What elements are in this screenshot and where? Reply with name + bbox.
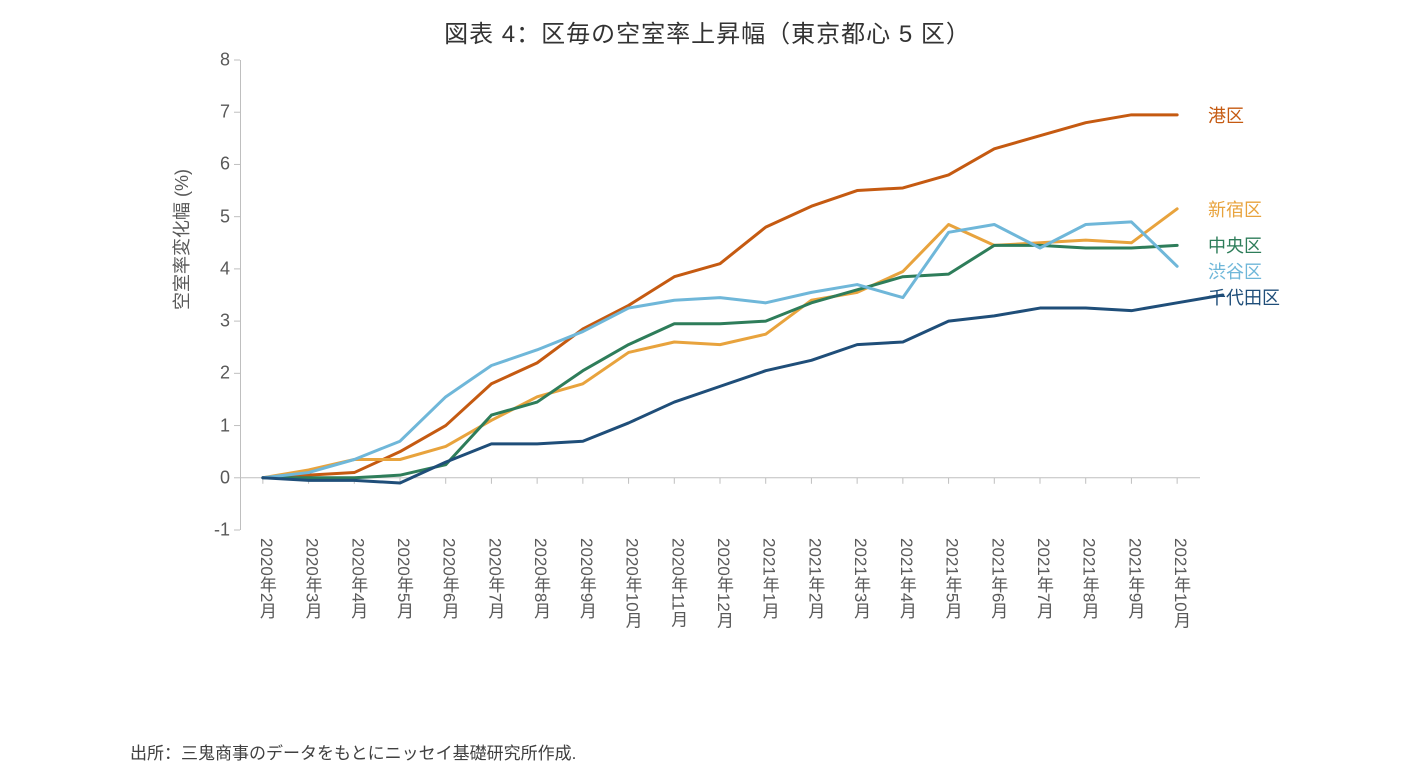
x-tick-label: 2020年6月: [437, 538, 462, 619]
plot-svg: [240, 60, 1200, 530]
x-tick-label: 2021年10月: [1168, 538, 1193, 629]
x-tick-label: 2021年7月: [1031, 538, 1056, 619]
x-tick-label: 2020年4月: [345, 538, 370, 619]
y-tick-label: 5: [200, 206, 230, 227]
y-tick-label: -1: [200, 520, 230, 541]
x-tick-label: 2020年3月: [300, 538, 325, 619]
x-tick-label: 2021年5月: [940, 538, 965, 619]
y-axis-label: 空室率変化幅 (%): [168, 169, 194, 310]
y-tick-label: 2: [200, 363, 230, 384]
x-tick-label: 2021年9月: [1122, 538, 1147, 619]
x-tick-label: 2021年4月: [894, 538, 919, 619]
series-label-渋谷区: 渋谷区: [1208, 258, 1262, 284]
x-tick-label: 2021年2月: [802, 538, 827, 619]
x-tick-label: 2020年2月: [254, 538, 279, 619]
y-tick-label: 1: [200, 415, 230, 436]
x-tick-label: 2021年6月: [985, 538, 1010, 619]
y-tick-label: 3: [200, 311, 230, 332]
x-tick-label: 2021年1月: [757, 538, 782, 619]
y-tick-label: 7: [200, 102, 230, 123]
y-tick-label: 0: [200, 467, 230, 488]
plot-area: -10123456782020年2月2020年3月2020年4月2020年5月2…: [240, 60, 1200, 530]
x-tick-label: 2020年8月: [528, 538, 553, 619]
x-tick-label: 2020年7月: [482, 538, 507, 619]
y-tick-label: 6: [200, 154, 230, 175]
series-label-中央区: 中央区: [1208, 232, 1262, 258]
chart-title: 図表 4：区毎の空室率上昇幅（東京都心 5 区）: [0, 14, 1415, 49]
x-tick-label: 2020年5月: [391, 538, 416, 619]
source-note: 出所：三鬼商事のデータをもとにニッセイ基礎研究所作成.: [130, 739, 576, 764]
y-tick-label: 8: [200, 50, 230, 71]
x-tick-label: 2021年3月: [848, 538, 873, 619]
x-tick-label: 2020年10月: [620, 538, 645, 629]
x-tick-label: 2020年9月: [574, 538, 599, 619]
y-tick-label: 4: [200, 258, 230, 279]
chart-container: 図表 4：区毎の空室率上昇幅（東京都心 5 区） 空室率変化幅 (%) -101…: [0, 0, 1415, 784]
series-label-千代田区: 千代田区: [1208, 284, 1280, 310]
series-label-新宿区: 新宿区: [1208, 196, 1262, 222]
x-tick-label: 2020年11月: [665, 538, 690, 627]
x-tick-label: 2021年8月: [1077, 538, 1102, 619]
x-tick-label: 2020年12月: [711, 538, 736, 629]
series-label-港区: 港区: [1208, 102, 1244, 128]
